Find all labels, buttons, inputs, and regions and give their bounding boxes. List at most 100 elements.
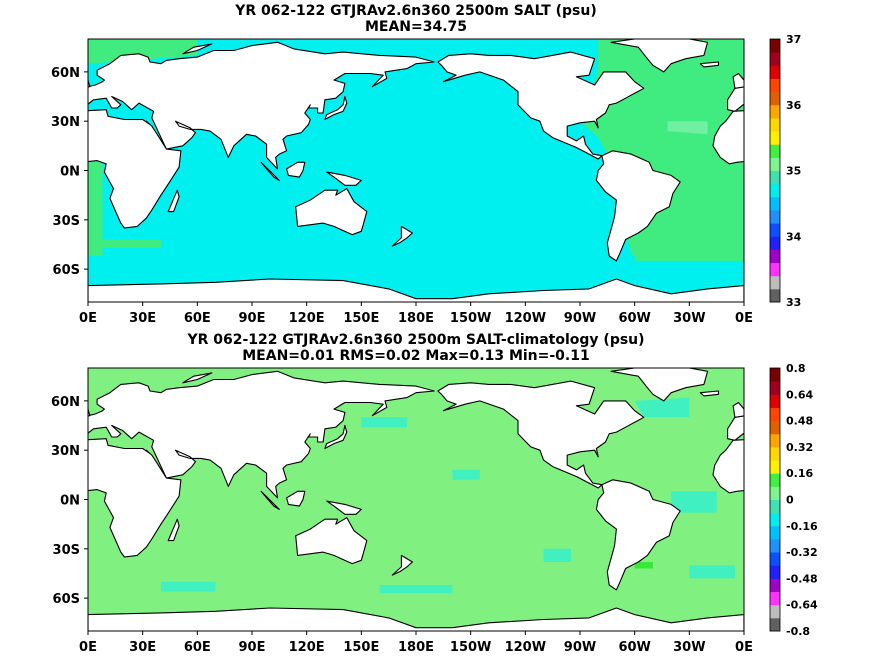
diff-patch [543,548,571,562]
colorbar-label: 0.8 [786,362,806,375]
colorbar-swatch [770,236,780,250]
colorbar-label: -0.32 [786,546,818,559]
colorbar-frame [769,367,781,632]
land-antarctica [88,278,744,302]
land-africa [88,109,182,229]
x-tick-label: 90W [564,311,596,326]
midatlantic-patch [667,121,708,135]
colorbar-label: 0.32 [786,441,813,454]
x-tick-label: 90W [564,640,596,655]
colorbar-swatch [770,157,780,171]
colorbar-swatch [770,117,780,132]
x-tick-label: 30W [673,640,705,655]
colorbar-swatch [770,460,780,474]
diff-patch [634,397,690,418]
land-madagascar [167,189,180,213]
colorbar-swatch [770,196,780,211]
land-greenland [610,39,709,73]
x-tick-label: 0E [735,311,753,326]
land-greenland [0,368,52,401]
colorbar-swatch [770,104,780,119]
sw-atlantic-band [634,244,744,261]
x-tick-label: 0E [79,311,97,326]
land-namerica [437,380,645,489]
land-australia [295,517,368,565]
diff-patch [160,581,216,592]
panel1-stats: MEAN=34.75 [364,19,468,35]
x-tick-label: 60W [618,311,650,326]
y-tick-label: 30S [53,543,80,558]
land-africa [712,439,744,494]
x-tick-label: 180E [398,311,434,326]
land-borneo [286,490,306,507]
colorbar-swatch [770,552,780,566]
x-tick-label: 0E [79,640,97,655]
x-tick-label: 30E [129,311,156,326]
land-borneo [286,161,306,178]
x-tick-label: 120E [289,311,325,326]
colorbar-label: -0.48 [786,572,818,585]
land-nzland [839,44,868,54]
x-tick-label: 90E [239,311,266,326]
y-tick-label: 30N [51,115,80,130]
colorbar-label: 0.64 [786,388,813,401]
colorbar-swatch [770,499,780,514]
y-tick-label: 30N [51,444,80,459]
colorbar-label: 34 [786,230,802,243]
y-tick-label: 60N [51,395,80,410]
colorbar-swatch [770,617,780,632]
land-eurasia [88,41,435,170]
land-africa [88,438,182,558]
x-tick-label: 150E [343,640,379,655]
land-madagascar [824,519,835,540]
colorbar-swatch [770,512,780,527]
colorbar-swatch [770,486,780,500]
land-greenland [610,368,709,402]
colorbar-label: 37 [786,33,801,46]
land-eurasia [727,86,744,112]
land-africa [712,110,744,165]
land-nzland [182,43,213,55]
colorbar-label: -0.64 [786,599,818,612]
x-tick-label: 120W [505,640,546,655]
colorbar-swatch [770,394,780,408]
y-tick-label: 0N [60,165,80,180]
x-tick-label: 150W [450,311,491,326]
south-atlantic-band [88,239,161,248]
colorbar-frame [769,38,781,303]
x-tick-label: 150W [450,640,491,655]
colorbar-swatch [770,604,780,619]
colorbar-swatch [770,538,780,553]
x-tick-label: 30E [129,640,156,655]
y-tick-label: 60S [53,592,80,607]
x-tick-label: 120W [505,311,546,326]
land-eurasia [88,370,435,499]
colorbar-label: 0.48 [786,415,813,428]
atlantic-east-region [88,150,103,261]
land-madagascar [167,518,180,542]
colorbar-swatch [770,381,780,395]
colorbar-label: 0.16 [786,467,813,480]
colorbar-label: 36 [786,99,802,112]
x-tick-label: 60W [618,640,650,655]
panel1-title: YR 062-122 GTJRAv2.6n360 2500m SALT (psu… [235,3,597,19]
colorbar-swatch [770,39,780,53]
southern-band [88,256,744,273]
colorbar-label: 33 [786,296,801,309]
panel2-stats: MEAN=0.01 RMS=0.02 Max=0.13 Min=-0.11 [242,348,590,364]
colorbar-swatch [770,78,780,93]
land-namerica [437,51,645,160]
land-sumatra [260,490,280,510]
land-newzealand [391,554,413,576]
colorbar-swatch [770,209,780,224]
land-newzealand [391,225,413,247]
x-tick-label: 0E [735,640,753,655]
colorbar-swatch [770,52,780,66]
y-tick-label: 0N [60,494,80,509]
diff-strong-patch [634,562,653,569]
diff-patch [361,417,407,428]
colorbar-swatch [770,262,780,277]
map-panel-2 [0,368,835,631]
diff-patch [689,565,735,579]
